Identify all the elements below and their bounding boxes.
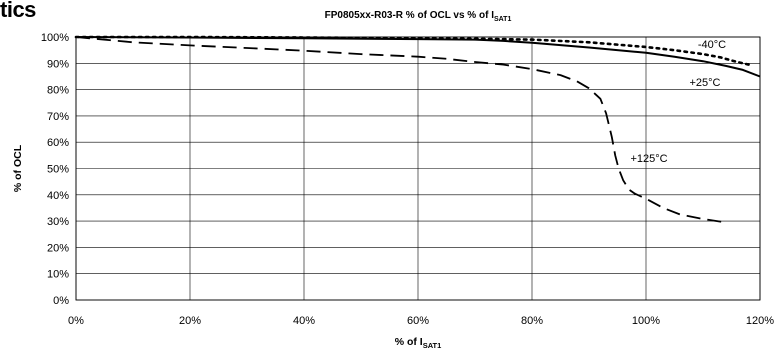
x-axis-title-subscript: SAT1 [423, 341, 442, 350]
y-tick-label: 80% [47, 85, 69, 97]
series-annotation: +25°C [689, 77, 720, 89]
y-tick-label: 10% [47, 269, 69, 281]
series-line-dashed [75, 36, 726, 224]
y-tick-label: 90% [47, 58, 69, 70]
x-tick-label: 60% [407, 315, 429, 327]
x-axis-title: % of ISAT1 [395, 336, 442, 350]
y-tick-label: 20% [47, 242, 69, 254]
y-tick-label: 40% [47, 190, 69, 202]
y-axis-title: % of OCL [12, 144, 24, 192]
x-tick-label: 120% [746, 315, 774, 327]
chart-title-subscript: SAT1 [494, 16, 511, 23]
y-tick-label: 0% [53, 295, 69, 307]
x-tick-label: 0% [68, 315, 84, 327]
series-annotation: +125°C [630, 153, 667, 165]
series-annotation: -40°C [698, 39, 726, 51]
series-line-dotted [74, 35, 750, 66]
x-tick-label: 80% [521, 315, 543, 327]
y-tick-label: 70% [47, 111, 69, 123]
x-tick-label: 40% [293, 315, 315, 327]
plot-frame [75, 36, 761, 301]
chart-title: FP0805xx-R03-R % of OCL vs % of ISAT1 [325, 10, 512, 23]
y-tick-label: 100% [41, 32, 69, 44]
y-tick-label: 60% [47, 137, 69, 149]
section-heading-fragment: tics [0, 0, 36, 22]
series-line-solid [75, 36, 761, 78]
y-tick-label: 30% [47, 216, 69, 228]
y-tick-label: 50% [47, 164, 69, 176]
x-tick-label: 20% [179, 315, 201, 327]
x-tick-label: 100% [632, 315, 660, 327]
